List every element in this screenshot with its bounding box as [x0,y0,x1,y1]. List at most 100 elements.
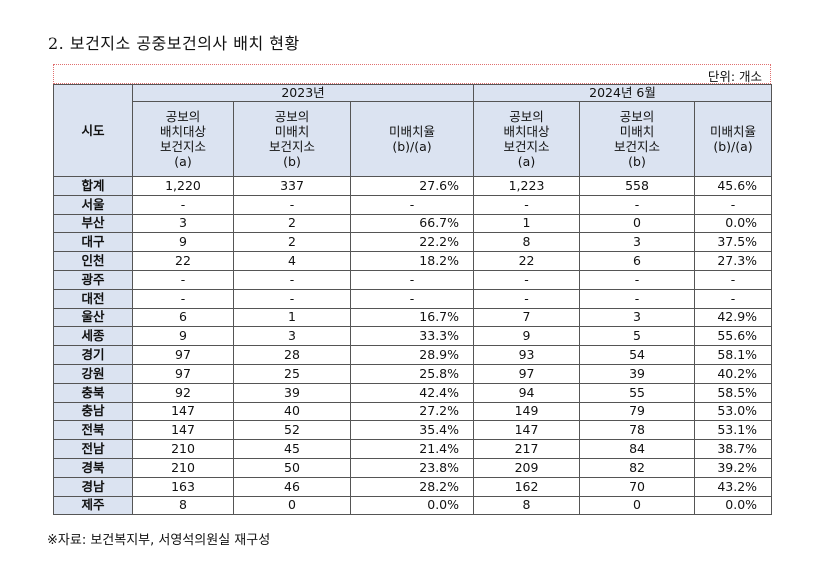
cell-unassigned-2023: 52 [233,420,351,441]
unit-caption-box: 단위: 개소 [53,64,771,84]
cell-target-2024: 8 [473,232,581,253]
column-header-line: 공보의 [619,109,655,124]
cell-target-2023: 22 [132,251,234,271]
table-row: 경남 163 46 28.2% 162 70 43.2% [53,476,773,497]
cell-rate-2024: 53.1% [694,420,773,441]
cell-unassigned-2024: - [579,269,696,290]
cell-rate-2024: 42.9% [694,307,773,328]
column-header-line: (b) [283,154,301,169]
cell-rate-2023: 21.4% [349,439,475,459]
cell-rate-2024: 53.0% [694,401,773,422]
region-cell: 충북 [53,382,133,403]
cell-rate-2024: 37.5% [694,232,773,253]
cell-rate-2024: 45.6% [694,176,773,196]
cell-target-2023: 3 [132,213,234,234]
column-header-line: 배치대상 [159,124,206,139]
column-header-line: 미배치율 [389,124,436,139]
cell-target-2023: 97 [132,363,234,384]
column-header-unassigned-rate-2024: 미배치율 (b)/(a) [694,101,773,177]
table-row: 세종 9 3 33.3% 9 5 55.6% [53,326,773,347]
cell-unassigned-2023: 40 [233,401,351,422]
cell-target-2024: - [473,269,581,290]
cell-rate-2023: 27.6% [349,176,475,196]
region-cell: 전남 [53,439,133,459]
cell-rate-2023: 42.4% [349,382,475,403]
cell-rate-2024: 58.1% [694,345,773,365]
cell-target-2023: - [132,194,234,215]
cell-unassigned-2024: 84 [579,439,696,459]
cell-unassigned-2023: 45 [233,439,351,459]
region-cell: 경기 [53,345,133,365]
source-note: ※자료: 보건복지부, 서영석의원실 재구성 [47,533,271,548]
cell-target-2024: - [473,288,581,309]
cell-unassigned-2023: 3 [233,326,351,347]
cell-rate-2024: 43.2% [694,476,773,497]
cell-rate-2023: 27.2% [349,401,475,422]
cell-rate-2024: 55.6% [694,326,773,347]
column-header-line: 공보의 [274,109,310,124]
cell-unassigned-2024: 3 [579,307,696,328]
cell-rate-2023: - [349,194,475,215]
cell-rate-2023: 16.7% [349,307,475,328]
cell-rate-2023: 0.0% [349,495,475,516]
column-header-line: 미배치 [274,124,310,139]
column-header-line: 공보의 [165,109,201,124]
table-row: 서울 - - - - - - [53,194,773,215]
region-cell: 부산 [53,213,133,234]
cell-unassigned-2023: 1 [233,307,351,328]
cell-unassigned-2024: 78 [579,420,696,441]
year-header-row: 시도 2023년 2024년 6월 [53,84,773,177]
table-row: 인천 22 4 18.2% 22 6 27.3% [53,251,773,271]
cell-target-2023: 210 [132,439,234,459]
region-cell: 전북 [53,420,133,441]
region-cell: 경북 [53,457,133,478]
cell-unassigned-2023: 50 [233,457,351,478]
cell-target-2024: 147 [473,420,581,441]
cell-target-2024: 149 [473,401,581,422]
cell-rate-2023: 25.8% [349,363,475,384]
cell-rate-2024: 27.3% [694,251,773,271]
cell-unassigned-2023: 4 [233,251,351,271]
cell-unassigned-2023: - [233,269,351,290]
cell-unassigned-2023: 2 [233,232,351,253]
cell-target-2023: - [132,288,234,309]
table-row: 합계 1,220 337 27.6% 1,223 558 45.6% [53,176,773,196]
cell-unassigned-2024: 5 [579,326,696,347]
cell-target-2024: 1 [473,213,581,234]
cell-target-2023: 92 [132,382,234,403]
unit-label: 단위: 개소 [707,69,762,84]
table-row: 경북 210 50 23.8% 209 82 39.2% [53,457,773,478]
column-header-line: (b) [628,154,646,169]
column-header-line: 미배치 [619,124,655,139]
cell-unassigned-2024: 6 [579,251,696,271]
table-row: 대구 9 2 22.2% 8 3 37.5% [53,232,773,253]
cell-unassigned-2024: - [579,288,696,309]
table-row: 부산 3 2 66.7% 1 0 0.0% [53,213,773,234]
cell-unassigned-2024: 558 [579,176,696,196]
region-cell: 서울 [53,194,133,215]
year-header-2023: 2023년 [131,84,475,102]
table-row: 충남 147 40 27.2% 149 79 53.0% [53,401,773,422]
cell-target-2024: 217 [473,439,581,459]
region-cell: 충남 [53,401,133,422]
cell-rate-2023: - [349,288,475,309]
cell-rate-2024: 40.2% [694,363,773,384]
table-row: 제주 8 0 0.0% 8 0 0.0% [53,495,773,516]
cell-unassigned-2024: 82 [579,457,696,478]
cell-unassigned-2024: 3 [579,232,696,253]
table-body: 합계 1,220 337 27.6% 1,223 558 45.6% 서울 - - - - - - 부산 3 2… [53,176,773,516]
cell-unassigned-2024: 0 [579,213,696,234]
table-row: 전북 147 52 35.4% 147 78 53.1% [53,420,773,441]
cell-target-2023: 147 [132,420,234,441]
table-header: 시도 2023년 2024년 6월 공보의 배치대상 보건지소 (a) 공보의 미배치 보건… [53,84,773,177]
cell-unassigned-2023: 337 [233,176,351,196]
cell-unassigned-2024: 0 [579,495,696,516]
table-row: 강원 97 25 25.8% 97 39 40.2% [53,363,773,384]
cell-rate-2023: 23.8% [349,457,475,478]
column-header-line: (b)/(a) [713,139,753,154]
cell-target-2023: 6 [132,307,234,328]
column-header-line: (a) [517,154,536,169]
cell-target-2023: 9 [132,326,234,347]
cell-unassigned-2024: 54 [579,345,696,365]
region-cell: 강원 [53,363,133,384]
